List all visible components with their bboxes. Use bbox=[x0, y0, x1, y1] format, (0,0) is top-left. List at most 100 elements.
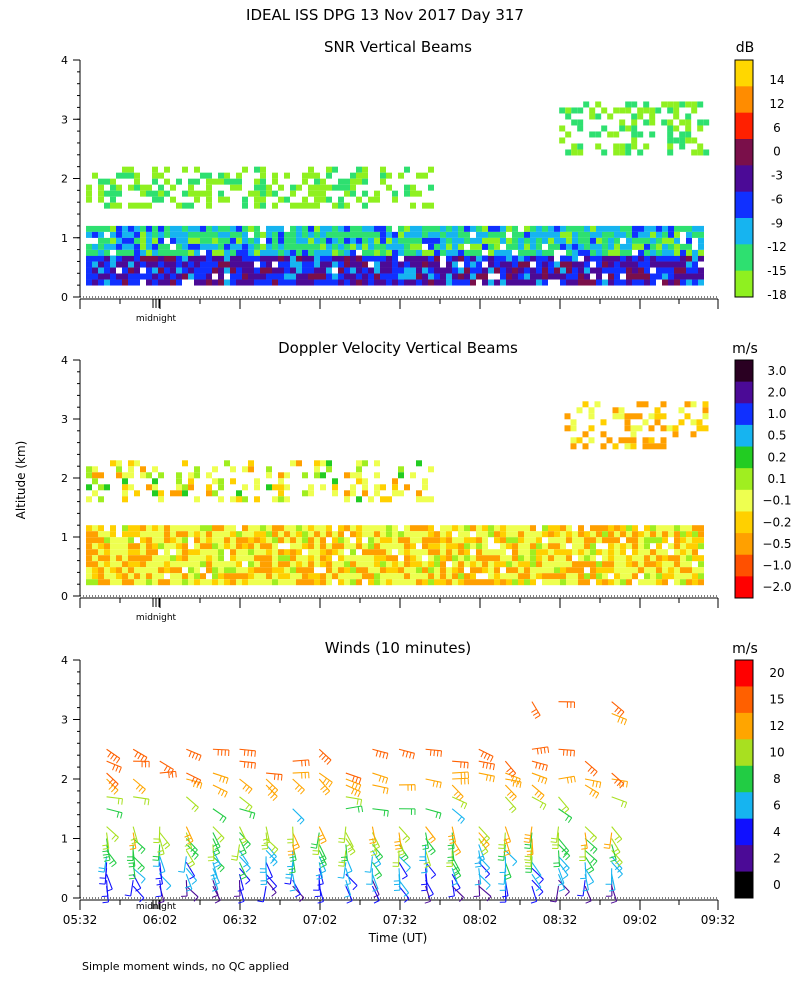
velocity-cell bbox=[518, 543, 524, 550]
velocity-cell bbox=[116, 460, 122, 467]
velocity-cell bbox=[470, 579, 476, 586]
velocity-cell bbox=[560, 579, 566, 586]
velocity-cell bbox=[662, 561, 668, 568]
snr-cell bbox=[416, 243, 422, 250]
wind-barb-feather bbox=[277, 774, 280, 781]
snr-cell bbox=[410, 237, 416, 244]
velocity-cell bbox=[602, 537, 608, 544]
velocity-cell bbox=[680, 531, 686, 538]
snr-cell bbox=[350, 279, 356, 286]
snr-cell bbox=[650, 249, 656, 256]
snr-cell bbox=[500, 279, 506, 286]
wind-barb bbox=[159, 832, 171, 846]
velocity-cell bbox=[626, 531, 632, 538]
snr-cell bbox=[194, 267, 200, 274]
snr-cell bbox=[392, 255, 398, 262]
wind-barb-feather bbox=[587, 766, 593, 772]
snr-cell bbox=[601, 107, 608, 114]
velocity-cell bbox=[512, 525, 518, 532]
velocity-cell bbox=[272, 555, 278, 562]
velocity-cell bbox=[122, 561, 128, 568]
velocity-cell bbox=[672, 425, 679, 432]
snr-cell bbox=[416, 273, 422, 280]
snr-cell bbox=[416, 255, 422, 262]
wind-barb-feather bbox=[155, 895, 162, 898]
wind-barb bbox=[212, 832, 221, 848]
velocity-cell bbox=[620, 531, 626, 538]
wind-barb bbox=[451, 808, 465, 820]
velocity-cell bbox=[272, 531, 278, 538]
velocity-cell bbox=[674, 561, 680, 568]
snr-cell bbox=[284, 237, 290, 244]
velocity-cell bbox=[92, 579, 98, 586]
snr-cell bbox=[326, 237, 332, 244]
snr-cell bbox=[218, 243, 224, 250]
snr-cell bbox=[380, 172, 386, 179]
snr-cell bbox=[110, 225, 116, 232]
wind-barb-feather bbox=[310, 846, 317, 849]
snr-cell bbox=[362, 255, 368, 262]
velocity-cell bbox=[404, 543, 410, 550]
x-tick-label: 07:32 bbox=[383, 913, 418, 927]
velocity-cell bbox=[152, 484, 158, 491]
velocity-cell bbox=[530, 537, 536, 544]
velocity-cell bbox=[158, 543, 164, 550]
wind-barb-feather bbox=[428, 836, 434, 841]
wind-barb-feather bbox=[482, 762, 485, 769]
velocity-cell bbox=[182, 484, 188, 491]
velocity-cell bbox=[206, 567, 212, 574]
velocity-cell bbox=[92, 466, 98, 473]
snr-cell bbox=[577, 149, 584, 156]
snr-cell bbox=[218, 261, 224, 268]
velocity-cell bbox=[680, 543, 686, 550]
wind-barb bbox=[212, 772, 229, 779]
snr-cell bbox=[338, 237, 344, 244]
velocity-cell bbox=[554, 531, 560, 538]
snr-cell bbox=[254, 273, 260, 280]
velocity-cell bbox=[614, 549, 620, 556]
velocity-cell bbox=[410, 543, 416, 550]
wind-barb-feather bbox=[190, 847, 196, 853]
velocity-cell bbox=[548, 525, 554, 532]
snr-cell bbox=[488, 279, 494, 286]
snr-cell bbox=[416, 267, 422, 274]
wind-barb-feather bbox=[458, 796, 464, 802]
wind-barb-feather bbox=[512, 780, 515, 787]
velocity-cell bbox=[494, 537, 500, 544]
colorbar-frame bbox=[734, 59, 754, 298]
wind-barb-feather bbox=[178, 870, 185, 873]
wind-barb-feather bbox=[479, 838, 485, 844]
wind-barb-feather bbox=[152, 859, 159, 861]
wind-barb bbox=[130, 880, 134, 897]
wind-barb-feather bbox=[214, 899, 221, 904]
wind-barb bbox=[318, 844, 327, 860]
velocity-cell bbox=[548, 561, 554, 568]
snr-cell bbox=[158, 267, 164, 274]
snr-cell bbox=[571, 107, 578, 114]
snr-cell bbox=[152, 231, 158, 238]
snr-cell bbox=[428, 243, 434, 250]
snr-cell bbox=[266, 184, 272, 191]
wind-barb-feather bbox=[219, 815, 224, 822]
snr-cell bbox=[140, 255, 146, 262]
wind-barb-feather bbox=[224, 791, 228, 798]
snr-cell bbox=[608, 249, 614, 256]
snr-cell bbox=[332, 243, 338, 250]
snr-cell bbox=[308, 231, 314, 238]
snr-cell bbox=[482, 243, 488, 250]
velocity-cell bbox=[278, 472, 284, 479]
snr-cell bbox=[158, 273, 164, 280]
wind-barb bbox=[132, 855, 145, 869]
velocity-cell bbox=[350, 549, 356, 556]
velocity-cell bbox=[644, 579, 650, 586]
snr-cell bbox=[620, 225, 626, 232]
y-tick-label: 3 bbox=[61, 113, 68, 126]
velocity-cell bbox=[146, 549, 152, 556]
snr-cell bbox=[230, 231, 236, 238]
velocity-cell bbox=[212, 466, 218, 473]
velocity-cell bbox=[668, 531, 674, 538]
velocity-cell bbox=[86, 561, 92, 568]
wind-barb bbox=[265, 862, 273, 878]
colorbar-label: 12 bbox=[769, 97, 784, 111]
snr-cell bbox=[524, 231, 530, 238]
